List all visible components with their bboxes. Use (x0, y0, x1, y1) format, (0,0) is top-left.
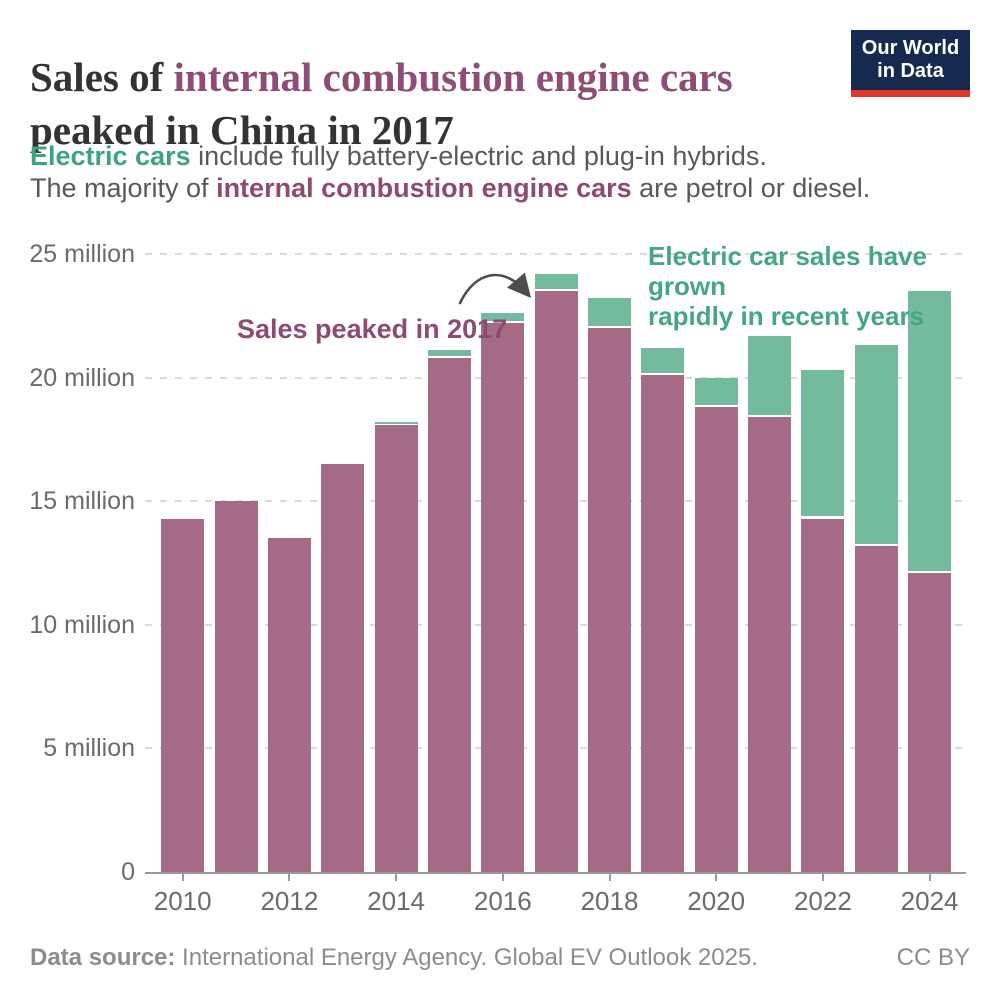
bar-segment-ice-2010[interactable] (161, 518, 205, 872)
y-axis-label-15: 15 million (29, 487, 135, 516)
subtitle-electric-cars-label: Electric cars (30, 141, 191, 171)
curved-arrow-icon (458, 272, 532, 305)
y-axis-label-5: 5 million (43, 734, 135, 763)
x-tick-2010 (181, 874, 184, 881)
y-axis-label-0: 0 (121, 858, 135, 886)
y-axis-label-25: 25 million (29, 240, 135, 268)
bar-segment-ev-2020[interactable] (694, 377, 738, 406)
subtitle-ice-cars-label: internal combustion engine cars (216, 172, 632, 203)
bar-segment-ice-2022[interactable] (801, 518, 845, 872)
bar-segment-ice-2024[interactable] (908, 572, 952, 872)
bar-segment-ice-2021[interactable] (748, 417, 792, 872)
bar-segment-ev-2022[interactable] (801, 370, 845, 517)
bar-segment-ev-2019[interactable] (641, 347, 685, 374)
x-tick-2020 (715, 874, 718, 881)
bar-segment-ev-2016[interactable] (481, 313, 525, 322)
x-axis-label-2022: 2022 (793, 886, 852, 916)
bar-segment-ev-2021[interactable] (748, 335, 792, 416)
annotation-ev-growth-line1: Electric car sales have grown (648, 241, 927, 301)
subtitle-line2-pre: The majority of (30, 172, 217, 203)
x-axis-label-2016: 2016 (473, 886, 532, 916)
bar-segment-ice-2018[interactable] (588, 328, 631, 872)
bar-segment-ice-2023[interactable] (854, 545, 898, 872)
x-axis-label-2020: 2020 (687, 886, 746, 916)
y-axis-label-20: 20 million (29, 363, 135, 392)
annotation-sales-peaked: Sales peaked in 2017 (237, 314, 508, 344)
x-axis-label-2024: 2024 (900, 886, 959, 916)
x-axis-label-2012: 2012 (260, 886, 319, 916)
subtitle-line2-text: are petrol or diesel. (631, 172, 871, 203)
bar-segment-ice-2014[interactable] (374, 424, 418, 872)
bar-segment-ice-2015[interactable] (427, 357, 471, 872)
x-tick-2024 (928, 874, 931, 881)
bar-segment-ice-2020[interactable] (694, 407, 738, 872)
bar-segment-ice-2012[interactable] (267, 538, 311, 872)
subtitle-line-2: The majority of internal combustion engi… (30, 173, 970, 205)
x-tick-2016 (501, 874, 504, 881)
y-axis-label-10: 10 million (29, 610, 135, 639)
bar-segment-ice-2016[interactable] (481, 323, 525, 872)
x-tick-2014 (395, 874, 398, 881)
bar-segment-ev-2017[interactable] (534, 273, 578, 290)
bar-segment-ev-2014[interactable] (374, 422, 418, 425)
annotation-ev-growth: Electric car sales have grown rapidly in… (648, 241, 1000, 331)
owid-logo-line2: in Data (877, 60, 944, 82)
owid-logo-red-bar (851, 90, 970, 97)
x-axis-label-2010: 2010 (153, 886, 212, 916)
title-pre: Sales of (30, 54, 174, 101)
subtitle-line-1: Electric cars include fully battery-elec… (30, 141, 970, 173)
title-accent-ice: internal combustion engine cars (173, 54, 733, 101)
owid-logo-box: Our World in Data (851, 30, 970, 90)
bar-segment-ice-2017[interactable] (534, 291, 578, 872)
data-source-label: Data source: (30, 944, 176, 971)
owid-logo-line1: Our World (861, 37, 960, 59)
chart-subtitle: Electric cars include fully battery-elec… (30, 141, 970, 204)
x-axis-label-2014: 2014 (367, 886, 426, 916)
x-tick-2018 (608, 874, 611, 881)
x-tick-2012 (288, 874, 291, 881)
bar-segment-ev-2015[interactable] (427, 350, 471, 356)
license-badge: CC BY (896, 944, 970, 971)
gridline-25m (145, 253, 966, 255)
bar-segment-ice-2011[interactable] (214, 501, 258, 872)
x-tick-2022 (821, 874, 824, 881)
chart-footer: Data source: International Energy Agency… (30, 944, 970, 972)
page-title: Sales of internal combustion engine cars… (30, 51, 830, 157)
bar-segment-ev-2024[interactable] (908, 291, 952, 571)
subtitle-line1-text: include fully battery-electric and plug-… (190, 141, 767, 171)
x-axis-line (145, 872, 966, 874)
annotation-ev-growth-line2: rapidly in recent years (648, 301, 925, 331)
data-source-text: International Energy Agency. Global EV O… (175, 944, 758, 971)
title-post: peaked in China in 2017 (30, 107, 454, 154)
x-axis-label-2018: 2018 (580, 886, 639, 916)
bar-segment-ice-2019[interactable] (641, 375, 685, 872)
bar-segment-ev-2018[interactable] (588, 298, 631, 327)
owid-logo: Our World in Data (851, 30, 970, 97)
bar-segment-ice-2013[interactable] (321, 464, 365, 872)
bar-segment-ev-2023[interactable] (854, 345, 898, 544)
